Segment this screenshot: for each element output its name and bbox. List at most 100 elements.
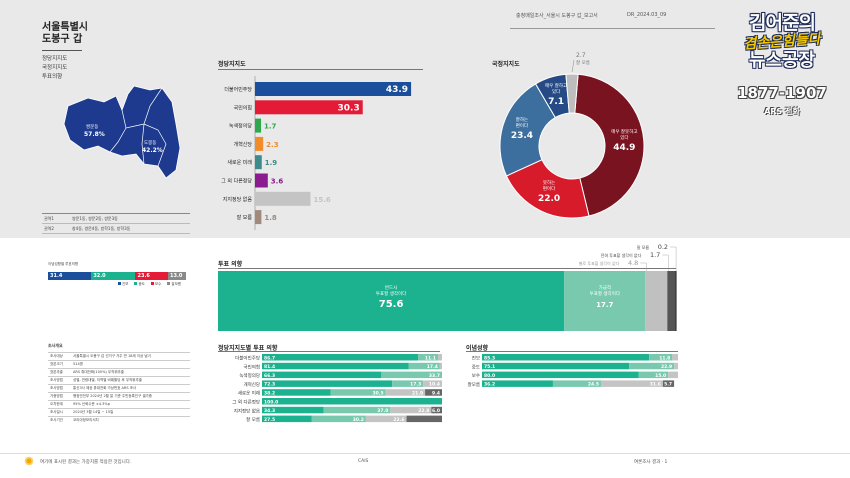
- row-key: 조사방법: [50, 386, 63, 390]
- callout-value: 1.7: [650, 251, 660, 259]
- stack-segment: [423, 380, 442, 387]
- stack-segment: [439, 362, 442, 370]
- district-map: 쌍문동 57.8% 도봉동 42.2%: [63, 85, 181, 179]
- value-label: 1.9: [265, 159, 278, 167]
- slice-label: 매우 잘못하고: [611, 128, 637, 135]
- legend-item: 중도: [134, 282, 145, 287]
- stack-segment: [330, 389, 386, 396]
- overview-title: 조사개요: [48, 343, 63, 348]
- slice-label: 있다: [620, 134, 629, 141]
- segment-value: 85.3: [484, 355, 495, 361]
- section-rule: [466, 351, 678, 352]
- sun-logo-icon: [24, 456, 34, 466]
- report-code: DR_2024.03_09: [627, 12, 667, 18]
- row-label: 더불어민주당: [235, 355, 260, 362]
- row-key: 표본추출: [50, 370, 63, 374]
- segment-value: 17.4: [427, 364, 438, 370]
- bar: [255, 173, 268, 188]
- vote-segment: [218, 271, 565, 331]
- row-value: 95% 신뢰수준 ±4.3%p: [73, 402, 110, 406]
- stack-segment: [385, 389, 426, 396]
- header-rule: [510, 28, 715, 29]
- segment-value: 17.3: [410, 382, 421, 388]
- row-value: ARS 휴대전화(100%) 무작위추출: [73, 370, 124, 374]
- segment-value: 86.7: [264, 355, 275, 361]
- stack-segment: [482, 362, 630, 370]
- region-info: 서울특별시 도봉구 갑 정당지지도 국정지지도 투표의향: [42, 22, 88, 82]
- slice-label: 있다: [552, 88, 561, 95]
- legend-item: 진보: [118, 282, 128, 287]
- row-value: 코리아정보리서치: [73, 418, 99, 422]
- stack-segment: [425, 389, 442, 396]
- category-label: 녹색정의당: [229, 123, 252, 130]
- row-key: 권역2: [44, 225, 54, 231]
- vote-intent-title: 투표 의향: [218, 261, 243, 268]
- slice-label: 매우 잘하고: [545, 82, 567, 89]
- region-subtitle: 국정지지도: [42, 65, 68, 71]
- region-divider: [42, 50, 82, 51]
- segment-value: 80.0: [484, 373, 495, 379]
- callout-label: 잘 모름: [637, 244, 650, 250]
- segment-value: 6.0: [432, 408, 440, 414]
- segment-value: 21.9: [412, 391, 423, 397]
- category-label: 더불어민주당: [224, 86, 252, 93]
- section-rule: [218, 268, 676, 269]
- segment-value: 81.4: [264, 364, 275, 370]
- party-support-chart: 더불어민주당 43.9 국민의힘 30.3 녹색정의당 1.7 개혁신당 2.3 새로운 미래 1…: [221, 76, 412, 230]
- row-key: 가중방법: [50, 394, 63, 398]
- slice-label: 잘 모름: [576, 59, 590, 66]
- slice-label: 못하는: [543, 179, 555, 186]
- stack-segment: [418, 354, 439, 361]
- row-value: 통신3사 제공 휴대전화 가상번호 ARS 조사: [73, 386, 137, 390]
- segment-label: 반드시: [385, 284, 397, 291]
- stack-segment: [262, 380, 393, 387]
- table-row: 권역1 쌍문1동, 쌍문2동, 쌍문3동: [42, 214, 190, 224]
- section-rule: [218, 351, 440, 352]
- ideology-legend: 진보 중도 보수 잘모름: [118, 282, 181, 287]
- stack-segment: [431, 406, 442, 414]
- stack-segment: [392, 380, 424, 387]
- row-label: 지지정당 없음: [234, 407, 260, 414]
- ideology-distribution-bar: 31.4 32.0 23.6 13.0: [48, 272, 186, 280]
- ideology-by-vote-chart: 진보 85.3 11.8 중도 75.1 22.9 보수 80.0 15.0 잘모름 36.2 24.…: [468, 354, 678, 388]
- category-label: 잘 모름: [237, 214, 253, 221]
- stack-segment: [323, 406, 391, 414]
- party-vote-title: 정당지지도별 투표 의향: [218, 345, 278, 352]
- stack-segment: [262, 389, 331, 396]
- footer-rule: [0, 453, 850, 454]
- row-label: 중도: [472, 364, 480, 370]
- ideology-vote-title: 이념성향: [466, 345, 489, 352]
- donut-slice: [565, 73, 579, 114]
- category-label: 새로운 미래: [227, 159, 252, 166]
- district-table: 권역1 쌍문1동, 쌍문2동, 쌍문3동 권역2 창4동, 쌍문4동, 방학1동…: [42, 213, 190, 234]
- row-key: 오차한계: [50, 402, 63, 406]
- table-row: 조사대상 서울특별시 도봉구 갑 선거구 거주 만 18세 이상 남녀: [48, 352, 190, 360]
- value-label: 43.9: [386, 85, 408, 95]
- value-label: 3.6: [271, 178, 284, 186]
- stack-segment: [311, 415, 366, 423]
- ideology-segment: 23.6: [135, 272, 169, 280]
- segment-value: 5.7: [664, 382, 672, 388]
- stack-segment: [365, 415, 407, 423]
- value-label: 30.3: [338, 103, 360, 113]
- bar: [255, 82, 412, 96]
- segment-value: 27.5: [264, 417, 275, 423]
- map-label-name: 도봉동: [144, 140, 156, 146]
- map-label-value: 57.8%: [84, 131, 105, 138]
- logo-ars: ARS 전화: [764, 107, 800, 116]
- legend-item: 보수: [150, 282, 161, 287]
- donut-slice: [505, 159, 590, 219]
- logo-line3: 뉴스공장: [748, 50, 816, 71]
- slice-value: 22.0: [538, 194, 560, 204]
- table-row: 표본추출 ARS 휴대전화(100%) 무작위추출: [48, 368, 190, 376]
- stack-segment: [668, 371, 678, 379]
- callout-label: 전혀 투표할 생각이 없다: [601, 252, 642, 258]
- segment-label: 투표할 생각이다: [376, 290, 407, 297]
- slice-value: 44.9: [613, 143, 635, 153]
- value-label: 15.6: [313, 196, 330, 204]
- category-label: 그 외 다른정당: [221, 178, 252, 185]
- vote-segment: [564, 271, 646, 331]
- table-row: 조사기관 코리아정보리서치: [48, 416, 190, 424]
- footer-note: 여기에 표시된 결과는 가중치를 적용한 것입니다.: [40, 460, 132, 465]
